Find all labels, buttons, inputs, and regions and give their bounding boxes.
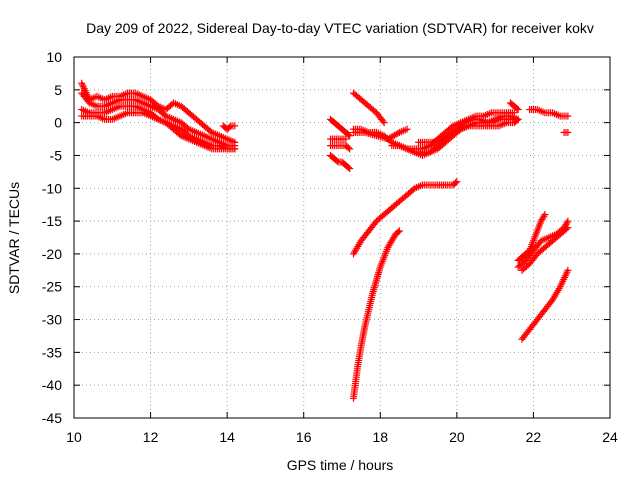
data-point (346, 165, 354, 173)
y-tick-label: -25 (42, 279, 62, 295)
data-point (333, 157, 341, 165)
data-point (514, 106, 522, 114)
y-tick-label: -45 (42, 410, 62, 426)
data-point (564, 224, 572, 232)
data-point (541, 211, 549, 219)
y-tick-label: 0 (54, 115, 62, 131)
y-tick-label: -40 (42, 377, 62, 393)
data-point (226, 123, 234, 131)
axis-ticks: 10 12 14 16 18 20 22 24 10 5 0 -5 -10 -15 -20 -25 -30 -35… (42, 49, 618, 445)
data-point (344, 163, 352, 171)
data-point (394, 228, 402, 236)
y-tick-label: 10 (46, 49, 62, 65)
y-tick-label: -30 (42, 312, 62, 328)
x-tick-label: 20 (449, 429, 465, 445)
data-point (564, 217, 572, 225)
data-point (344, 144, 352, 152)
y-tick-label: -15 (42, 213, 62, 229)
x-tick-label: 22 (526, 429, 542, 445)
data-marks (78, 79, 572, 402)
y-tick-label: -20 (42, 246, 62, 262)
data-point (564, 112, 572, 120)
data-point (379, 117, 387, 125)
data-point (540, 212, 548, 220)
y-tick-label: -35 (42, 344, 62, 360)
data-point (562, 225, 570, 233)
data-point (394, 129, 402, 137)
x-tick-label: 18 (372, 429, 388, 445)
data-point (231, 145, 239, 153)
data-point (380, 119, 388, 127)
x-tick-label: 12 (143, 429, 159, 445)
data-point (514, 115, 522, 123)
data-point (403, 125, 411, 133)
data-point (564, 128, 572, 136)
x-tick-label: 10 (66, 429, 82, 445)
data-point (231, 122, 239, 130)
data-point (453, 178, 461, 186)
data-point (452, 179, 460, 187)
y-tick-label: 5 (54, 82, 62, 98)
data-point (342, 135, 350, 143)
plot-frame (73, 56, 611, 419)
x-tick-label: 16 (296, 429, 312, 445)
data-point (346, 132, 354, 140)
x-tick-label: 24 (602, 429, 618, 445)
x-tick-label: 14 (219, 429, 235, 445)
x-axis-title: GPS time / hours (287, 457, 394, 473)
data-point (564, 266, 572, 274)
data-point (346, 145, 354, 153)
data-point (395, 227, 403, 235)
data-point (547, 297, 555, 305)
y-tick-label: -10 (42, 180, 62, 196)
chart-title: Day 209 of 2022, Sidereal Day-to-day VTE… (86, 20, 594, 36)
y-tick-label: -5 (50, 147, 63, 163)
data-point (563, 219, 571, 227)
y-axis-title: SDTVAR / TECUs (6, 182, 22, 294)
data-point (513, 104, 521, 112)
data-point (344, 131, 352, 139)
